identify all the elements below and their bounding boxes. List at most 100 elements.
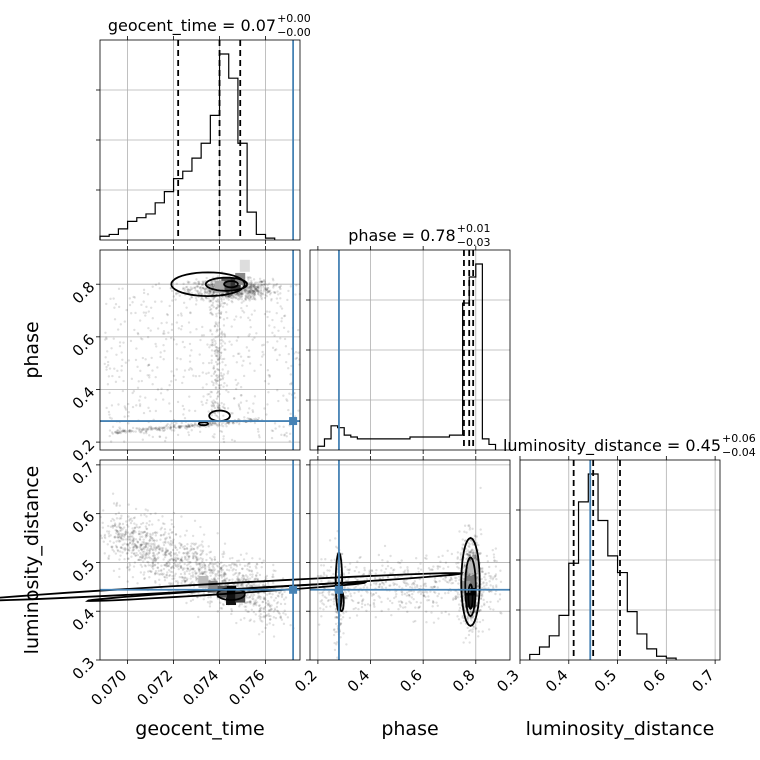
scatter-point [117, 287, 121, 291]
scatter-point [253, 294, 257, 297]
scatter-point [276, 389, 279, 392]
scatter-point [136, 541, 140, 544]
scatter-point [117, 431, 120, 434]
scatter-point [116, 369, 119, 373]
scatter-point [226, 316, 229, 320]
scatter-point [484, 578, 487, 581]
scatter-point [388, 599, 392, 603]
scatter-point [248, 577, 252, 580]
density-cell [198, 575, 209, 588]
scatter-point [234, 568, 238, 572]
scatter-point [474, 627, 477, 630]
scatter-point [212, 566, 215, 569]
scatter-point [118, 375, 121, 379]
scatter-point [157, 551, 160, 555]
scatter-point [275, 297, 279, 300]
scatter-point [162, 332, 165, 335]
scatter-point [145, 305, 148, 309]
scatter-point [192, 547, 196, 551]
panel-frame [519, 459, 721, 661]
scatter-point [263, 287, 266, 290]
scatter-point [383, 571, 386, 574]
scatter-point [140, 429, 143, 432]
scatter-point [107, 532, 111, 535]
scatter-point [391, 569, 395, 572]
scatter-point [232, 354, 235, 358]
scatter-point [181, 340, 185, 344]
scatter-point [334, 545, 338, 548]
scatter-point [297, 409, 300, 412]
scatter-point [404, 602, 408, 605]
scatter-point [200, 566, 204, 569]
scatter-point [151, 548, 154, 551]
scatter-point [166, 564, 169, 567]
scatter-point [188, 290, 191, 293]
scatter-point [149, 427, 153, 431]
scatter-point [222, 437, 225, 441]
scatter-point [231, 294, 234, 298]
scatter-point [365, 586, 369, 589]
scatter-point [218, 305, 221, 308]
scatter-point [254, 577, 258, 580]
scatter-point [472, 625, 476, 629]
scatter-point [205, 570, 208, 574]
scatter-point [199, 572, 203, 575]
scatter-point [247, 281, 251, 284]
scatter-point [169, 336, 173, 340]
scatter-point [456, 591, 459, 594]
scatter-point [169, 542, 173, 545]
scatter-point [136, 582, 139, 585]
scatter-point [249, 285, 252, 288]
scatter-point [216, 323, 219, 326]
scatter-point [195, 571, 198, 575]
scatter-point [123, 320, 127, 323]
scatter-point [278, 285, 281, 289]
scatter-point [163, 533, 166, 536]
scatter-point [264, 286, 267, 290]
y-tick-label: 0.4 [69, 605, 99, 635]
scatter-point [210, 559, 214, 562]
scatter-point [134, 538, 138, 541]
scatter-point [381, 576, 385, 580]
scatter-point [199, 553, 203, 556]
scatter-point [264, 293, 267, 297]
scatter-point [122, 547, 125, 551]
scatter-point [355, 614, 359, 617]
scatter-point [381, 564, 384, 567]
scatter-point [214, 378, 217, 381]
scatter-point [442, 577, 445, 581]
scatter-point [499, 611, 502, 614]
scatter-point [181, 575, 184, 579]
scatter-point [183, 572, 187, 576]
scatter-point [236, 584, 239, 587]
scatter-point [273, 422, 277, 425]
scatter-point [266, 289, 269, 292]
scatter-point [179, 312, 183, 315]
scatter-point [266, 369, 270, 372]
scatter-point [264, 576, 267, 579]
y-tick-label: 0.6 [69, 330, 99, 360]
scatter-point [219, 346, 222, 349]
scatter-point [215, 379, 218, 383]
scatter-point [213, 555, 216, 559]
scatter-point [257, 595, 260, 598]
scatter-point [247, 610, 250, 614]
scatter-point [471, 527, 474, 531]
scatter-point [249, 418, 252, 421]
scatter-point [113, 524, 116, 527]
scatter-point [147, 523, 151, 527]
scatter-point [118, 575, 121, 579]
scatter-point [388, 572, 392, 575]
scatter-point [195, 562, 199, 565]
scatter-point [170, 421, 173, 425]
panel-frame [99, 249, 301, 451]
title-luminosity_distance: luminosity_distance = 0.45 +0.06−0.04 [503, 432, 756, 459]
scatter-point [365, 609, 368, 613]
scatter-point [219, 302, 222, 306]
scatter-point [439, 575, 443, 578]
scatter-point [189, 561, 192, 564]
scatter-point [213, 422, 216, 425]
scatter-point [251, 573, 254, 576]
scatter-point [170, 370, 173, 373]
scatter-point [248, 565, 252, 569]
